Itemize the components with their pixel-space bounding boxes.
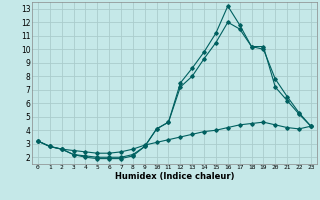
X-axis label: Humidex (Indice chaleur): Humidex (Indice chaleur) <box>115 172 234 181</box>
